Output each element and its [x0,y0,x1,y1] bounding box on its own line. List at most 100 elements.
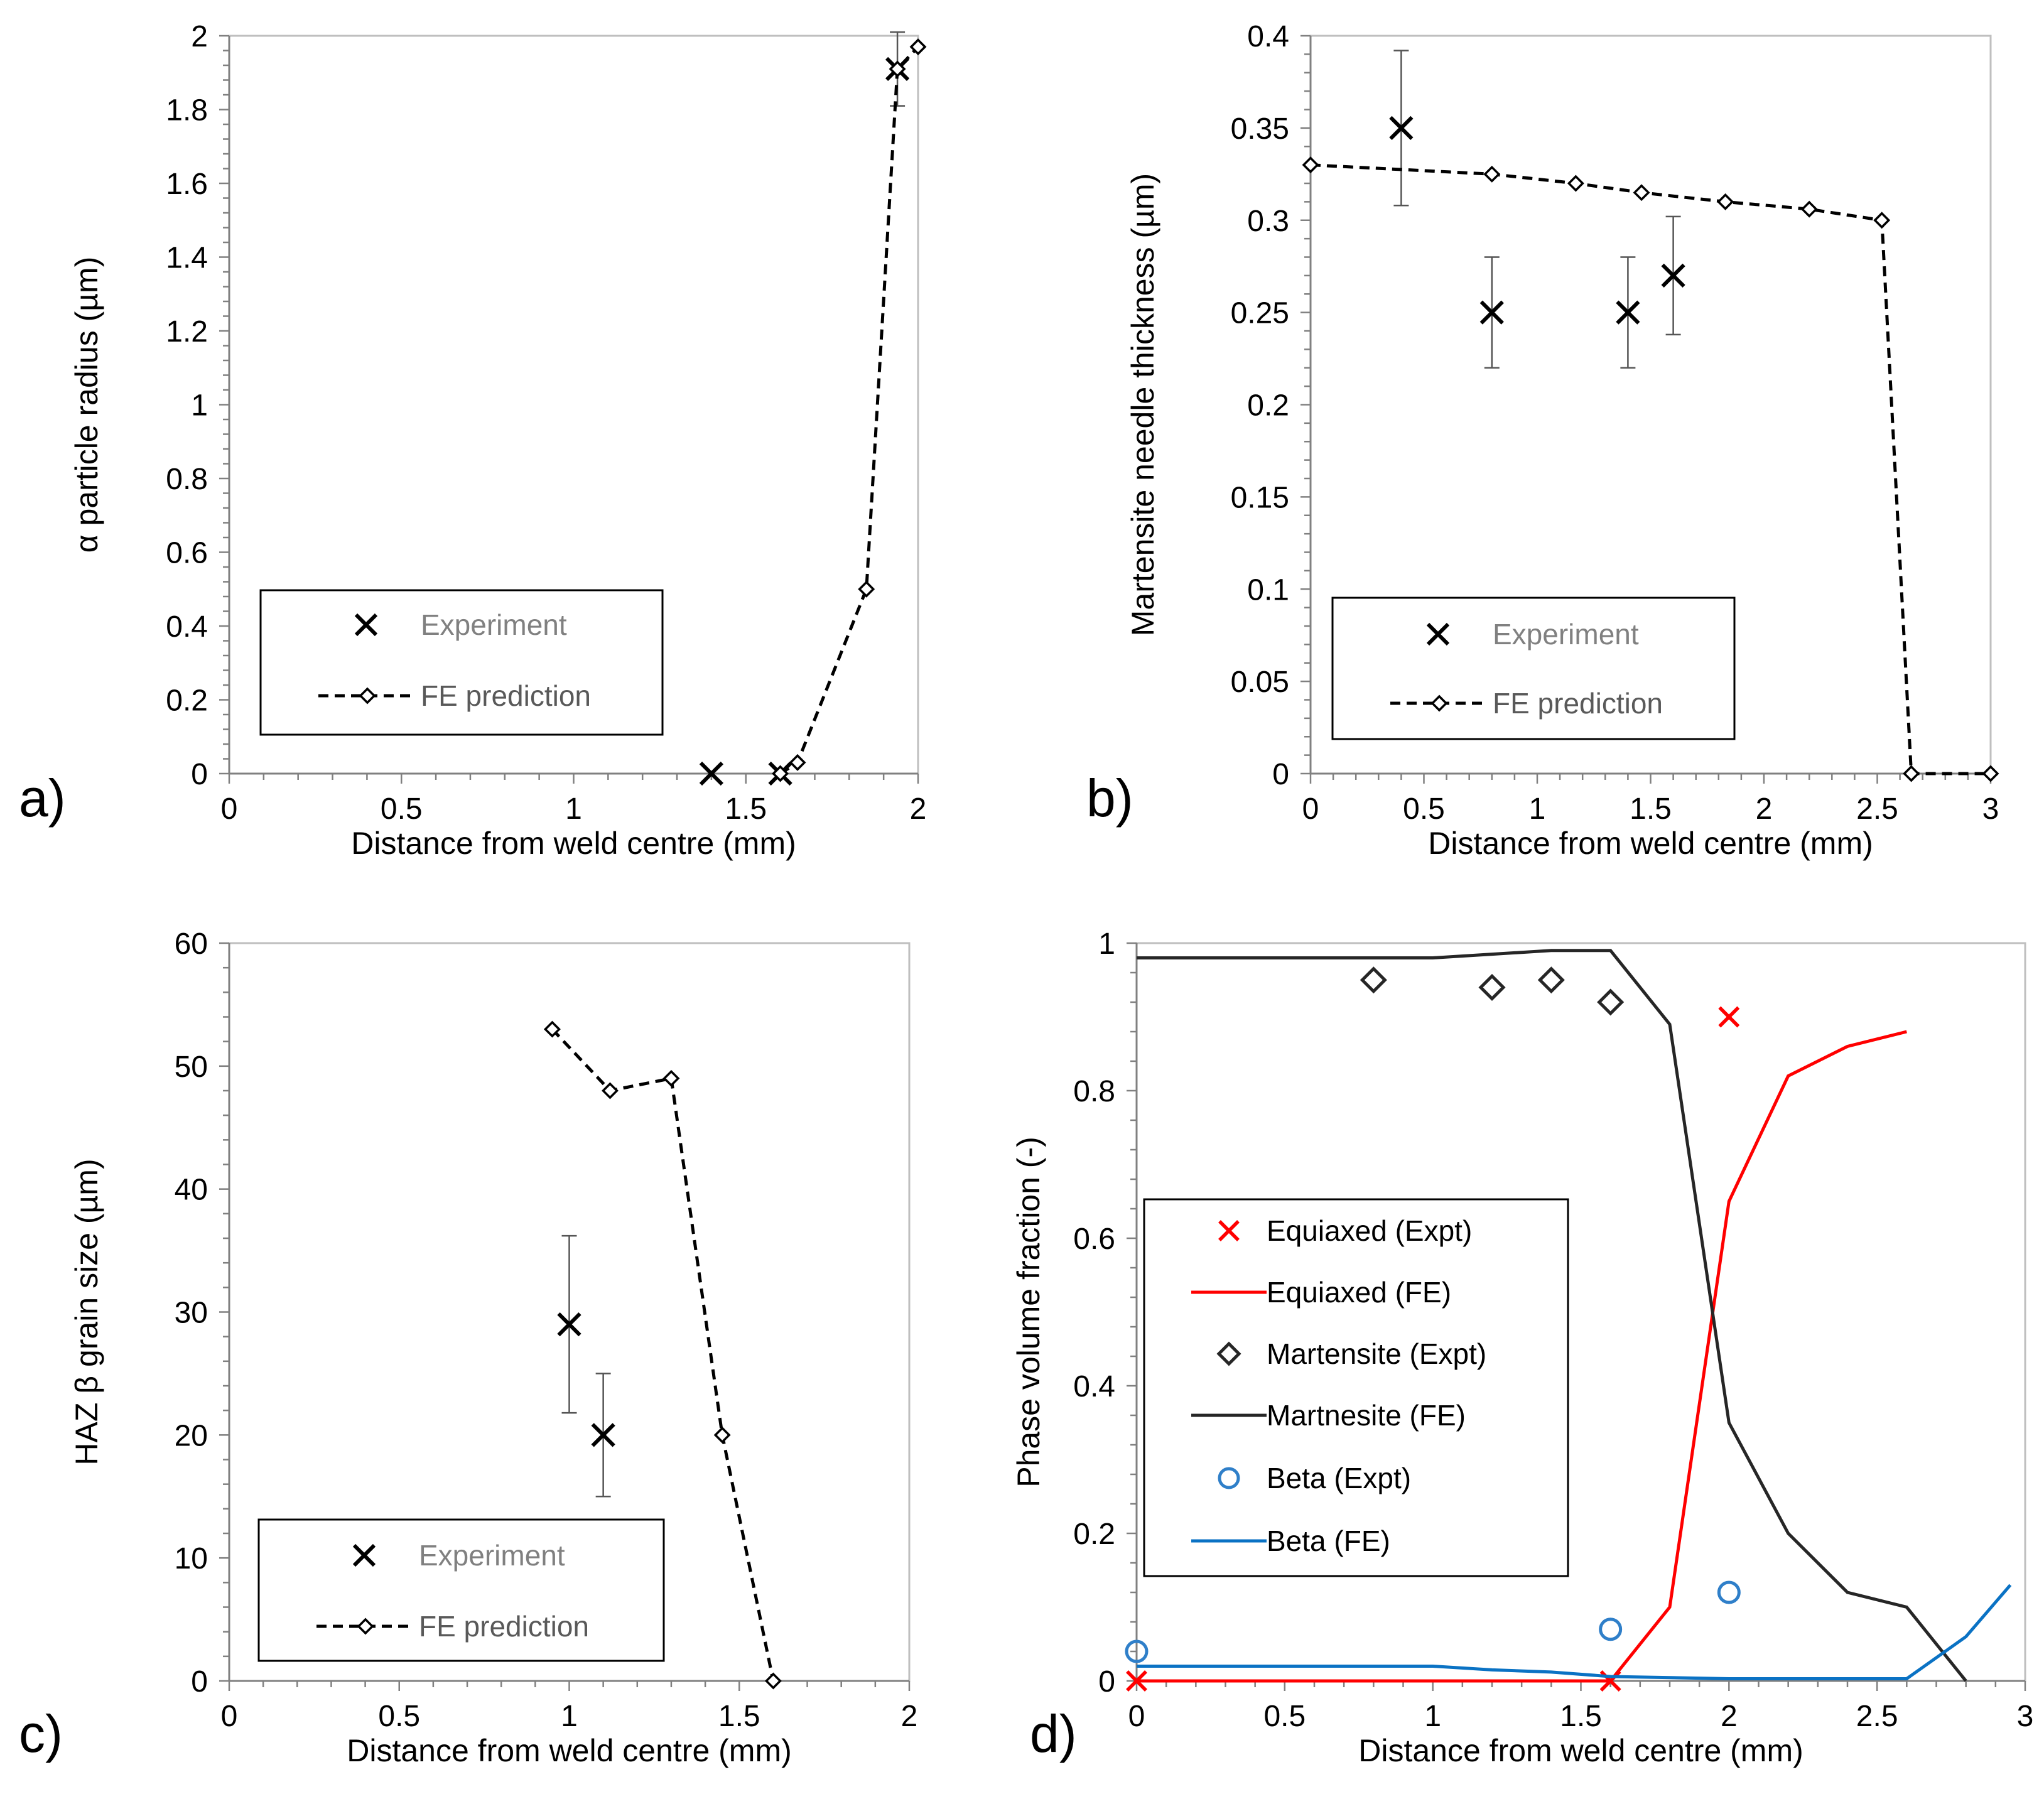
fe-prediction-point [772,765,789,782]
legend-item: Beta (Expt) [1218,1462,1411,1494]
y-tick-label: 0.4 [1247,20,1289,53]
experiment-point [557,1312,581,1337]
equiaxed-expt-point [1718,1006,1740,1028]
series-dashed-diamond [543,1020,782,1690]
x-tick-label: 1 [1424,1700,1441,1733]
fe-prediction-point [713,1426,731,1444]
fe-line [1137,949,1967,1682]
martensite-expt-point [1537,966,1565,994]
legend-item: Experiment [1426,618,1639,651]
x-tick-label: 0.5 [1263,1700,1306,1733]
legend-x-marker [1426,622,1450,646]
legend-red-x-marker [1218,1220,1240,1241]
x-tick-label: 0.5 [378,1700,420,1733]
legend-item: Experiment [352,1539,565,1572]
legend-x-marker [352,1543,376,1567]
x-axis-label: Distance from weld centre (mm) [351,826,796,861]
fe-prediction-point [1800,200,1818,218]
y-axis-label: Phase volume fraction (-) [1011,1137,1046,1488]
series-line [1137,949,1967,1682]
series-dashed-diamond [772,38,927,782]
y-tick-label: 40 [175,1174,208,1207]
legend-label: Martnesite (FE) [1267,1399,1466,1432]
legend-item: Beta (FE) [1191,1525,1390,1557]
fe-prediction-point [1302,156,1319,174]
y-tick-label: 0.1 [1247,573,1289,607]
experiment-point [591,1423,615,1447]
series-circle-open [1125,1580,1741,1663]
fe-prediction-point [1982,765,1999,782]
y-tick-label: 0 [191,758,208,791]
fe-prediction-point [1873,212,1891,229]
fe-prediction-point [1567,175,1584,192]
x-tick-label: 2 [910,792,927,826]
legend-label: FE prediction [1493,687,1663,720]
series-x-marker [1389,50,1685,369]
legend-box [1143,1198,1569,1577]
y-tick-label: 0.2 [166,684,208,718]
y-tick-label: 0 [1098,1665,1115,1699]
y-tick-label: 0 [191,1665,208,1699]
experiment-point [1616,300,1640,325]
y-tick-label: 0.4 [166,610,208,644]
y-tick-label: 0.05 [1231,666,1289,699]
x-tick-label: 2.5 [1856,792,1898,826]
x-tick-label: 0 [1128,1700,1145,1733]
y-tick-label: 1.4 [166,242,208,275]
x-tick-label: 2 [1756,792,1773,826]
x-tick-label: 3 [1982,792,1999,826]
legend-diamond-marker [357,1618,374,1635]
fe-line [1137,1584,2012,1680]
y-tick-label: 0.25 [1231,297,1289,330]
experiment-point [1661,263,1685,288]
x-tick-label: 1 [565,792,582,826]
legend-label: Experiment [1493,618,1639,651]
x-tick-label: 2 [1721,1700,1738,1733]
y-tick-label: 0.2 [1247,389,1289,423]
legend-diamond-marker [1430,694,1448,712]
y-tick-label: 0.8 [1073,1075,1115,1108]
fe-line [1137,1030,1907,1683]
legend-box [259,589,664,736]
series-diamond-open [1360,966,1625,1016]
martensite-expt-point [1360,966,1387,994]
x-tick-label: 1 [1529,792,1546,826]
fe-prediction-line [551,1028,775,1682]
fe-prediction-line [779,45,919,775]
legend-open-circle-marker [1218,1467,1240,1489]
y-tick-label: 1 [191,389,208,423]
chart-b: 0 0.5 1 1.5 2 2.5 3 0 0.05 0.1 0.15 0.2 0.25 0.3 0.35 0… [1086,20,1999,861]
beta-expt-point [1599,1618,1623,1641]
martensite-expt-point [1478,973,1506,1002]
y-tick-label: 60 [175,927,208,961]
panel-label: d) [1030,1704,1077,1763]
x-tick-label: 1.5 [725,792,767,826]
legend-item: Experiment [354,608,567,641]
fe-prediction-point [1633,184,1650,202]
fe-prediction-point [1717,193,1734,210]
legend-diamond-marker [359,687,376,705]
legend-label: Equiaxed (FE) [1267,1276,1451,1309]
fe-prediction-point [764,1672,782,1690]
fe-prediction-point [1483,165,1501,183]
x-tick-label: 1.5 [1630,792,1672,826]
fe-prediction-point [889,60,906,78]
y-tick-label: 1 [1098,927,1115,961]
legend-item: Martnesite (FE) [1191,1399,1466,1432]
fe-prediction-point [662,1069,680,1087]
legend: Equiaxed (Expt) Equiaxed (FE) Martensite (… [1143,1198,1569,1577]
fe-prediction-point [858,580,875,598]
legend: Experiment FE prediction [259,589,664,736]
legend-label: Beta (Expt) [1267,1462,1411,1494]
y-tick-label: 0.2 [1073,1518,1115,1551]
legend-label: Equiaxed (Expt) [1267,1214,1472,1247]
x-tick-label: 1.5 [718,1700,760,1733]
fe-prediction-point [543,1020,561,1038]
legend-box [1331,597,1736,740]
panel-label: c) [19,1704,63,1763]
panel-label: b) [1086,769,1133,828]
x-axis-label: Distance from weld centre (mm) [1358,1733,1803,1768]
x-tick-label: 2 [901,1700,918,1733]
y-tick-label: 0.35 [1231,112,1289,146]
